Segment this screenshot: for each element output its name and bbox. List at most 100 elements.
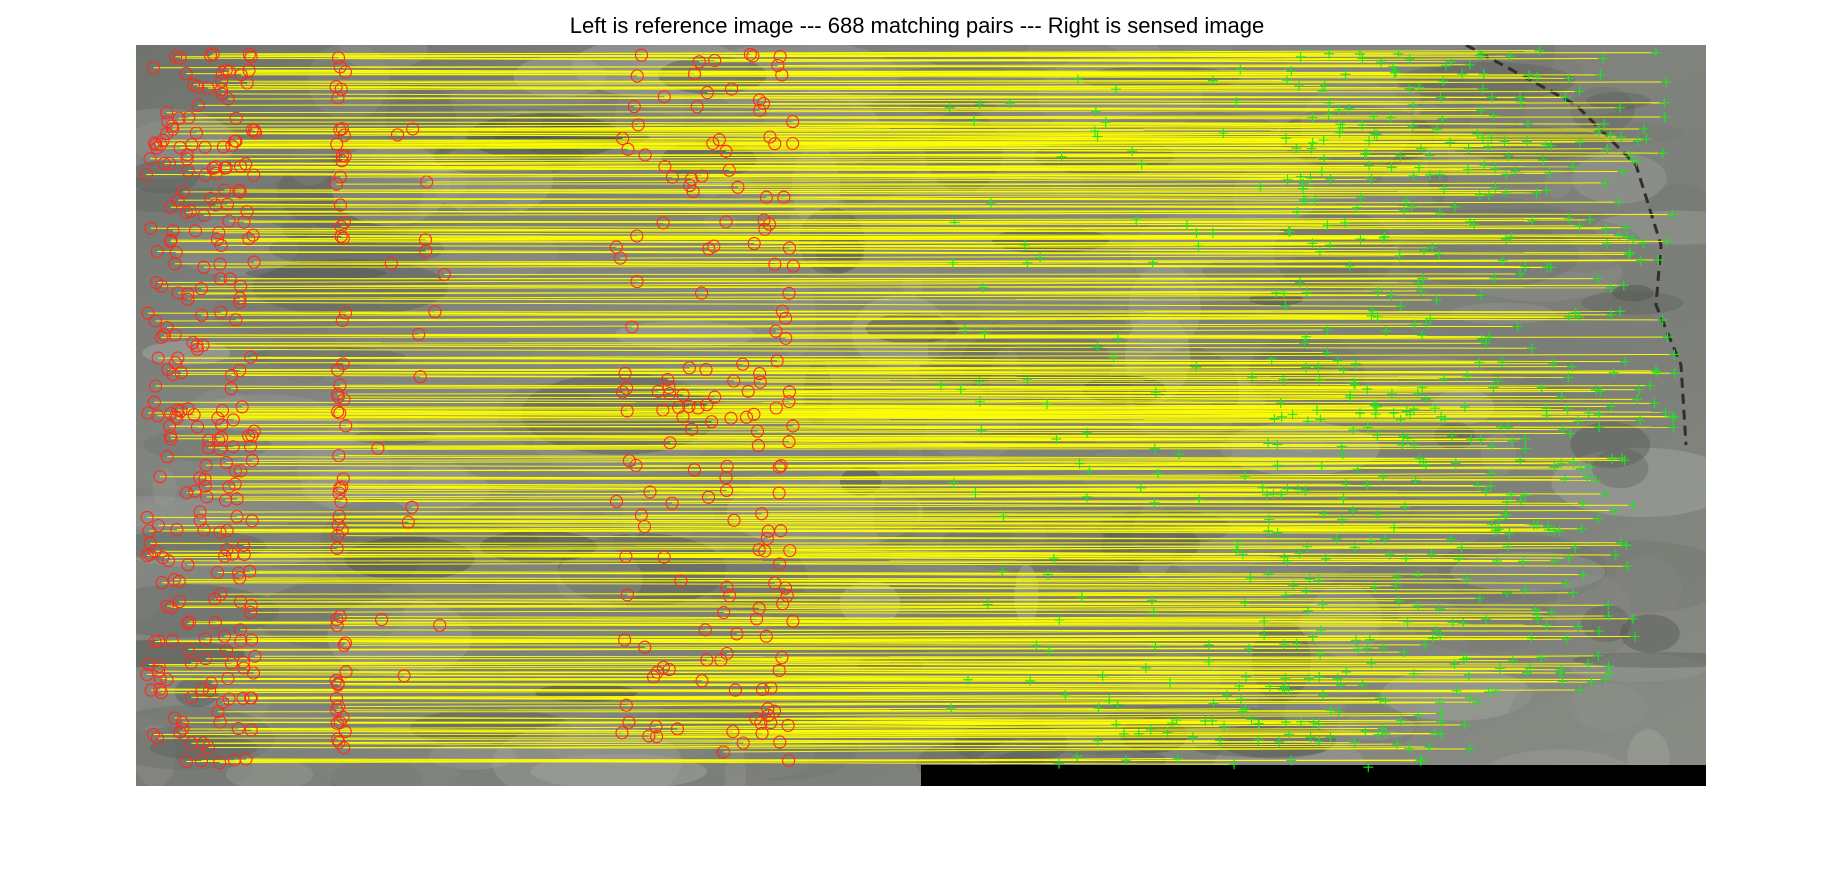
sensed-point-marker (1667, 209, 1678, 220)
reference-point-marker (243, 439, 258, 453)
sensed-point-marker (1618, 280, 1629, 291)
reference-point-marker (233, 363, 247, 377)
sensed-point-marker (1364, 135, 1375, 146)
reference-point-marker (144, 221, 158, 235)
reference-point-marker (753, 103, 767, 117)
sensed-point-marker (1054, 614, 1065, 625)
sensed-point-marker (1570, 307, 1581, 318)
sensed-point-marker (1380, 696, 1391, 707)
match-line (167, 603, 1323, 607)
sensed-point-marker (1108, 352, 1119, 363)
sensed-point-marker (1111, 719, 1122, 730)
sensed-point-marker (959, 324, 970, 335)
match-line (187, 623, 1547, 626)
reference-point-marker (215, 404, 230, 418)
reference-point-marker (165, 119, 179, 133)
match-line (776, 406, 1612, 409)
sensed-point-marker (1397, 439, 1408, 450)
reference-point-marker (221, 92, 235, 106)
match-line (153, 65, 1446, 69)
sensed-point-marker (1150, 641, 1161, 652)
reference-point-marker (217, 629, 232, 643)
reference-point-marker (333, 378, 347, 392)
match-line (774, 582, 1294, 586)
sensed-point-marker (1292, 206, 1303, 217)
sensed-point-marker (1025, 675, 1036, 686)
reference-point-marker (212, 226, 226, 240)
reference-point-marker (719, 215, 733, 229)
reference-point-marker (420, 175, 434, 189)
match-line (205, 172, 1550, 176)
reference-point-marker (215, 66, 229, 80)
sensed-point-marker (1447, 617, 1458, 628)
reference-point-marker (144, 683, 158, 697)
match-line (170, 241, 1608, 245)
sensed-point-marker (1373, 729, 1384, 740)
reference-point-marker (247, 255, 261, 269)
match-line (723, 612, 1538, 616)
match-line (706, 655, 1599, 661)
reference-point-marker (206, 47, 220, 61)
reference-point-marker (166, 224, 180, 238)
reference-point-marker (752, 93, 766, 107)
match-line (236, 495, 1526, 500)
reference-point-marker (720, 459, 734, 473)
sensed-point-marker (1295, 51, 1306, 62)
sensed-point-marker (1208, 698, 1219, 709)
reference-point-marker (728, 683, 742, 697)
reference-point-marker (191, 98, 205, 112)
match-line (648, 734, 1379, 737)
reference-point-marker (150, 731, 164, 745)
sensed-point-marker (1567, 161, 1578, 172)
reference-point-marker (339, 419, 353, 433)
reference-point-marker (333, 481, 347, 495)
match-line (247, 211, 1673, 216)
match-line (172, 123, 1341, 127)
sensed-point-marker (1149, 497, 1160, 508)
sensed-point-marker (1146, 595, 1157, 606)
sensed-point-marker (1451, 685, 1462, 696)
sensed-point-marker (1301, 331, 1312, 342)
match-line (726, 651, 1405, 654)
reference-point-marker (337, 638, 351, 652)
sensed-point-marker (1440, 414, 1451, 425)
sensed-point-marker (982, 599, 993, 610)
match-line (159, 688, 1457, 692)
match-line (187, 154, 1631, 157)
sensed-point-marker (1556, 458, 1567, 469)
match-line (338, 702, 1441, 708)
reference-point-marker (153, 470, 167, 484)
sensed-point-marker (1354, 408, 1365, 419)
reference-point-marker (181, 292, 195, 306)
reference-point-marker (761, 524, 775, 538)
sensed-point-marker (1300, 485, 1311, 496)
sensed-point-marker (1297, 183, 1308, 194)
match-line (223, 146, 1297, 149)
sensed-point-marker (1556, 391, 1567, 402)
sensed-point-marker (1536, 382, 1547, 393)
sensed-point-marker (1459, 719, 1470, 730)
sensed-point-marker (1162, 727, 1173, 738)
sensed-point-marker (1340, 479, 1351, 490)
sensed-point-marker (1462, 371, 1473, 382)
reference-point-marker (752, 543, 766, 557)
sensed-point-marker (1416, 755, 1427, 766)
sensed-point-marker (1563, 552, 1574, 563)
match-line (701, 680, 1592, 683)
reference-point-marker (214, 587, 228, 601)
reference-point-marker (170, 523, 184, 537)
reference-point-marker (242, 47, 256, 61)
reference-point-marker (371, 441, 385, 455)
sensed-point-marker (1520, 490, 1531, 501)
reference-point-marker (775, 304, 789, 318)
reference-point-marker (147, 136, 162, 150)
sensed-point-marker (1425, 313, 1436, 324)
sensed-point-marker (1653, 254, 1664, 265)
reference-point-marker (782, 394, 796, 409)
sensed-point-marker (1515, 268, 1526, 279)
sensed-point-marker (1279, 639, 1290, 650)
sensed-point-marker (1381, 326, 1392, 337)
sensed-point-marker (1400, 553, 1411, 564)
reference-point-marker (181, 642, 195, 656)
sensed-point-marker (1334, 127, 1345, 138)
